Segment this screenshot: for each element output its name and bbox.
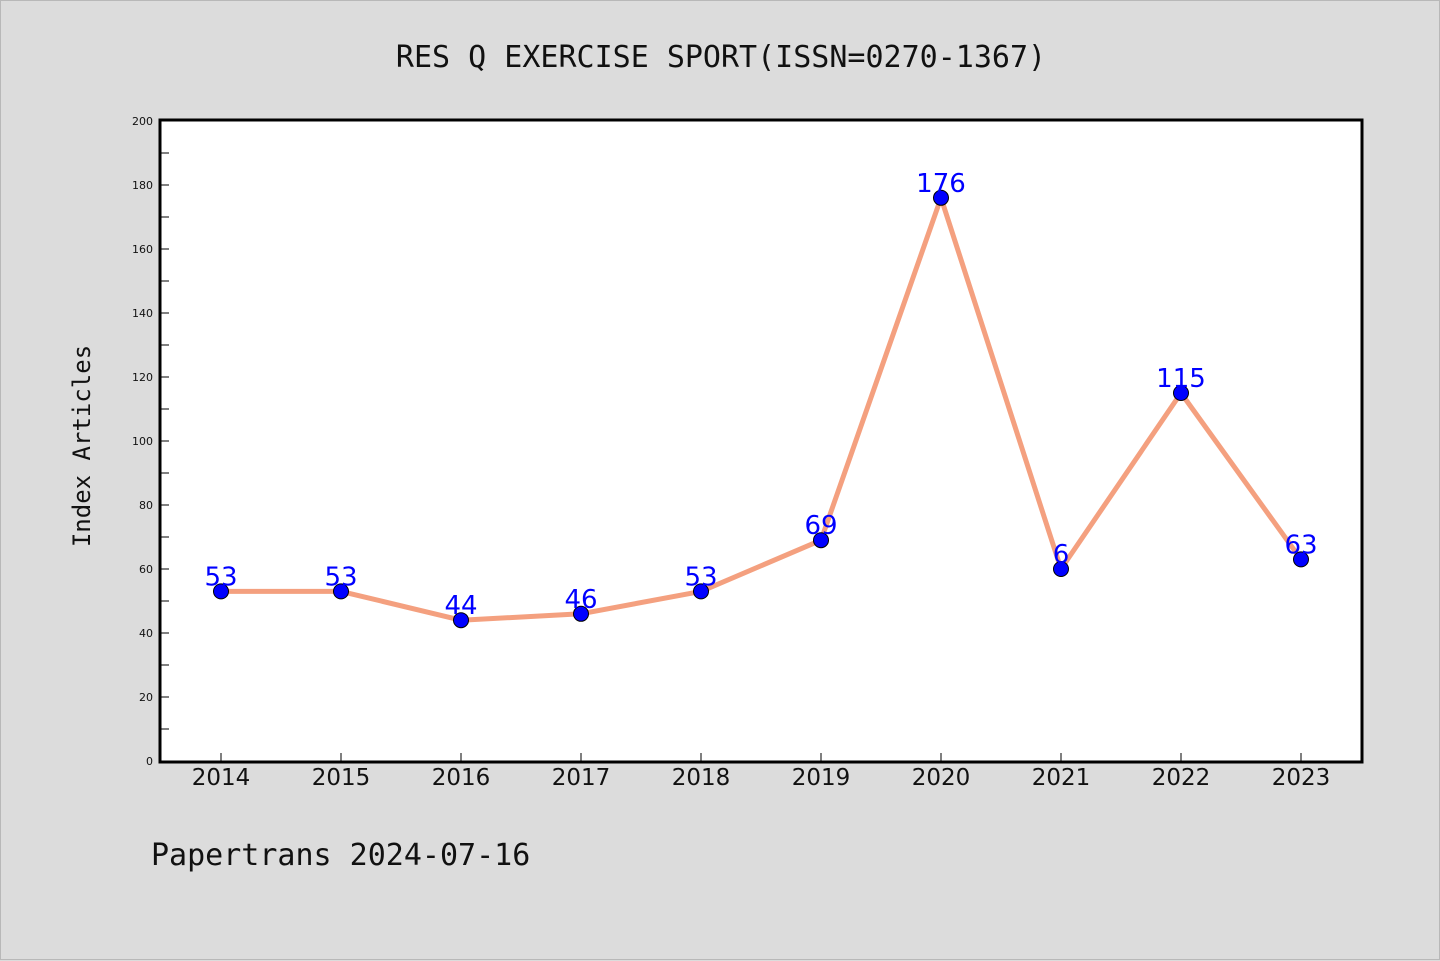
x-tick-label: 2015 bbox=[312, 765, 371, 791]
data-label: 53 bbox=[324, 562, 357, 592]
data-point bbox=[573, 605, 589, 622]
y-tick-label: 200 bbox=[132, 115, 153, 128]
y-tick-label: 160 bbox=[132, 243, 153, 256]
data-point bbox=[1173, 385, 1189, 401]
x-tick-label: 2021 bbox=[1032, 765, 1091, 791]
data-label: 53 bbox=[684, 562, 717, 592]
x-tick-label: 2017 bbox=[552, 765, 611, 791]
chart-title: RES Q EXERCISE SPORT(ISSN=0270-1367) bbox=[396, 40, 1046, 75]
y-axis-label: Index Articles bbox=[68, 345, 96, 547]
data-point bbox=[213, 583, 229, 600]
data-label: 44 bbox=[444, 591, 477, 621]
data-point bbox=[333, 583, 349, 600]
footer-credit: Papertrans 2024-07-16 bbox=[151, 838, 530, 873]
x-tick-label: 2023 bbox=[1272, 765, 1331, 791]
y-tick-label: 40 bbox=[139, 627, 153, 640]
y-tick-label: 140 bbox=[132, 307, 153, 320]
x-tick-label: 2016 bbox=[432, 765, 491, 791]
y-tick-label: 0 bbox=[146, 755, 153, 768]
y-tick-label: 120 bbox=[132, 371, 153, 384]
series-group: 53 53 44 46 53 69 176 6 115 63 bbox=[204, 169, 1318, 629]
data-label: 115 bbox=[1156, 364, 1206, 394]
x-axis: 2014 2015 2016 2017 2018 2019 2020 2021 2022 2023 bbox=[192, 753, 1331, 791]
data-label: 53 bbox=[204, 562, 237, 592]
data-point bbox=[693, 583, 709, 600]
data-point bbox=[813, 532, 829, 549]
data-label: 176 bbox=[916, 169, 966, 199]
x-tick-label: 2014 bbox=[192, 765, 251, 791]
y-axis: 0 20 40 60 80 100 120 140 160 180 200 bbox=[132, 115, 169, 768]
data-label: 46 bbox=[564, 585, 597, 615]
y-tick-label: 100 bbox=[132, 435, 153, 448]
x-tick-label: 2022 bbox=[1152, 765, 1211, 791]
data-point bbox=[933, 189, 949, 206]
y-tick-label: 180 bbox=[132, 179, 153, 192]
y-tick-label: 20 bbox=[139, 691, 153, 704]
data-point bbox=[1053, 561, 1069, 577]
plot-area bbox=[158, 118, 1364, 764]
data-point bbox=[1293, 551, 1309, 568]
x-tick-label: 2019 bbox=[792, 765, 851, 791]
y-tick-label: 80 bbox=[139, 499, 153, 512]
data-label: 6 bbox=[1053, 540, 1070, 570]
data-point bbox=[453, 612, 469, 629]
data-label: 69 bbox=[804, 511, 837, 541]
data-label: 63 bbox=[1284, 530, 1317, 560]
x-tick-label: 2018 bbox=[672, 765, 731, 791]
x-tick-label: 2020 bbox=[912, 765, 971, 791]
series-line bbox=[218, 195, 1304, 623]
y-tick-label: 60 bbox=[139, 563, 153, 576]
